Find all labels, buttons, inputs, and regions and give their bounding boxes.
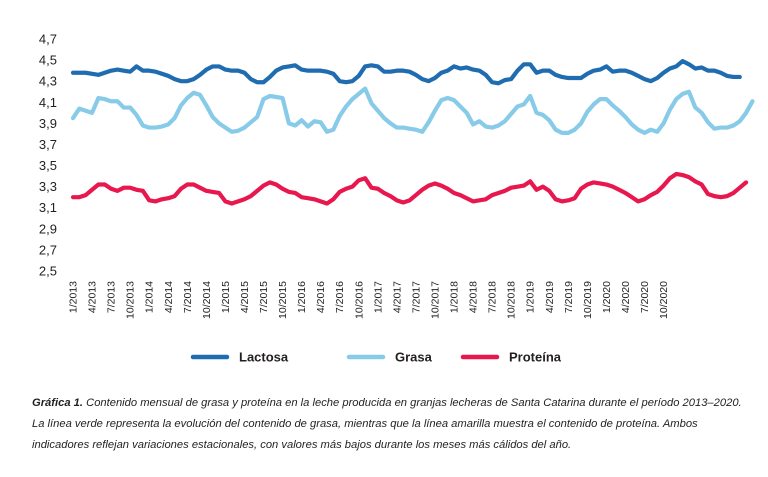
x-tick-label: 7/2020: [639, 281, 651, 313]
series-line-grasa: [70, 86, 755, 135]
x-tick-label: 7/2014: [182, 281, 194, 313]
x-tick-label: 10/2013: [125, 281, 137, 319]
x-tick-label: 4/2019: [544, 281, 556, 313]
x-tick-label: 1/2018: [449, 281, 461, 313]
y-tick-label: 2,7: [39, 242, 57, 257]
figure-caption: Gráfica 1. Contenido mensual de grasa y …: [32, 393, 744, 456]
y-tick-label: 3,9: [39, 116, 57, 131]
x-tick-label: 10/2015: [277, 281, 289, 319]
y-tick-label: 2,9: [39, 221, 57, 236]
x-tick-label: 7/2018: [487, 281, 499, 313]
y-tick-label: 4,3: [39, 74, 57, 89]
x-tick-label: 1/2015: [220, 281, 232, 313]
x-tick-label: 4/2013: [87, 281, 99, 313]
y-tick-label: 3,3: [39, 179, 57, 194]
y-tick-label: 3,1: [39, 200, 57, 215]
legend-label: Lactosa: [239, 350, 289, 365]
series-line-lactosa: [70, 59, 742, 86]
x-tick-label: 10/2017: [429, 281, 441, 319]
y-tick-label: 4,5: [39, 53, 57, 68]
x-tick-label: 4/2020: [620, 281, 632, 313]
x-tick-label: 7/2015: [258, 281, 270, 313]
series-line-protena: [70, 171, 749, 206]
x-tick-label: 4/2015: [239, 281, 251, 313]
x-tick-label: 10/2019: [582, 281, 594, 319]
y-tick-label: 3,5: [39, 158, 57, 173]
x-tick-label: 1/2016: [296, 281, 308, 313]
x-tick-label: 1/2013: [68, 281, 80, 313]
x-axis: 1/2013 4/2013 7/2013 10/2013 1/2014 4/2014 7/2…: [68, 281, 671, 319]
x-tick-label: 10/2018: [506, 281, 518, 319]
x-tick-label: 7/2017: [410, 281, 422, 313]
x-tick-label: 7/2016: [334, 281, 346, 313]
x-tick-label: 4/2014: [163, 281, 175, 313]
x-tick-label: 4/2018: [468, 281, 480, 313]
x-tick-label: 7/2013: [106, 281, 118, 313]
x-tick-label: 4/2017: [391, 281, 403, 313]
y-tick-label: 3,7: [39, 137, 57, 152]
caption-label: Gráfica 1.: [32, 397, 83, 409]
x-tick-label: 1/2020: [601, 281, 613, 313]
caption-text: Contenido mensual de grasa y proteína en…: [32, 397, 742, 451]
y-tick-label: 2,5: [39, 264, 57, 279]
x-tick-label: 7/2019: [563, 281, 575, 313]
x-tick-label: 4/2016: [315, 281, 327, 313]
legend: Lactosa Grasa Proteína: [190, 350, 562, 365]
series-lines: [70, 59, 755, 206]
x-tick-label: 10/2020: [658, 281, 670, 319]
x-tick-label: 10/2014: [201, 281, 213, 319]
y-tick-label: 4,7: [39, 32, 57, 47]
x-tick-label: 1/2019: [525, 281, 537, 313]
line-chart: 4,7 4,5 4,3 4,1 3,9 3,7 3,5 3,3 3,1 2,9 2,7 2,5 1/2…: [39, 32, 755, 365]
legend-label: Proteína: [509, 350, 562, 365]
x-tick-label: 1/2017: [372, 281, 384, 313]
y-axis: 4,7 4,5 4,3 4,1 3,9 3,7 3,5 3,3 3,1 2,9 2,7 2,5: [39, 32, 57, 279]
legend-label: Grasa: [395, 350, 433, 365]
x-tick-label: 1/2014: [144, 281, 156, 313]
x-tick-label: 10/2016: [353, 281, 365, 319]
y-tick-label: 4,1: [39, 95, 57, 110]
